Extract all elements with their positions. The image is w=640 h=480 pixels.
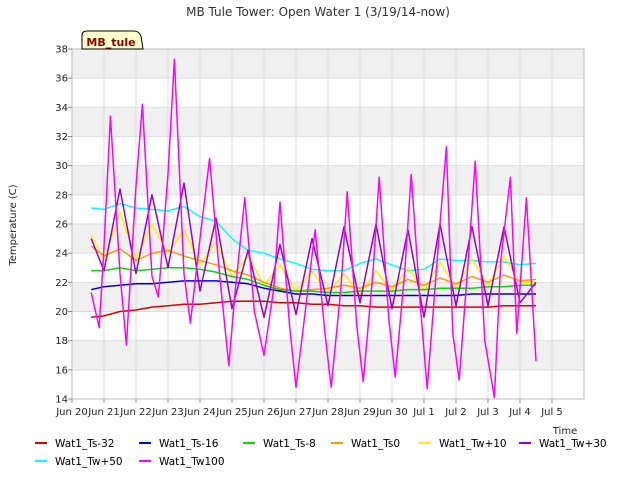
- y-tick-label: 38: [55, 45, 68, 56]
- x-tick-label: Jul 3: [476, 407, 499, 418]
- legend-label: Wat1_Tw+10: [439, 438, 507, 450]
- legend-item: Wat1_Ts-8: [243, 438, 316, 450]
- x-tick-label: Jul 4: [508, 407, 531, 418]
- series-line-wat1-ts-32: [91, 300, 536, 319]
- x-tick-label: Jun 30: [375, 407, 408, 418]
- grid-lines: [71, 48, 584, 400]
- legend-item: Wat1_Tw+30: [519, 438, 607, 450]
- legend-label: Wat1_Tw100: [159, 456, 225, 468]
- x-tick-label: Jul 5: [540, 407, 563, 418]
- series-lines: [90, 58, 537, 399]
- x-tick-label: Jun 24: [183, 407, 216, 418]
- y-tick-label: 34: [55, 103, 68, 114]
- x-tick-label: Jun 26: [247, 407, 280, 418]
- y-tick-label: 18: [55, 336, 68, 347]
- y-tick-label: 20: [55, 307, 68, 318]
- legend-item: Wat1_Ts0: [331, 438, 400, 450]
- x-axis-label: Time: [552, 426, 577, 437]
- y-tick-label: 16: [55, 365, 68, 376]
- legend-item: Wat1_Tw+50: [35, 456, 123, 468]
- y-tick-label: 28: [55, 190, 68, 201]
- x-tick-label: Jul 1: [412, 407, 435, 418]
- legend-label: Wat1_Ts-32: [55, 438, 115, 450]
- legend-label: Wat1_Ts-16: [159, 438, 219, 450]
- legend-item: Wat1_Tw+10: [419, 438, 507, 450]
- chart-title: MB Tule Tower: Open Water 1 (3/19/14-now…: [186, 5, 450, 19]
- x-tick-label: Jun 29: [343, 407, 376, 418]
- x-axis-ticks: Jun 20 Jun 21 Jun 22 Jun 23 Jun 24 Jun 25 Jun …: [55, 399, 563, 418]
- legend-item: Wat1_Tw100: [139, 456, 225, 468]
- legend: Wat1_Ts-32 Wat1_Ts-16 Wat1_Ts-8 Wat1_Ts0 Wat…: [35, 438, 607, 468]
- legend-item: Wat1_Ts-16: [139, 438, 219, 450]
- series-line-wat1-ts-16: [91, 280, 536, 297]
- legend-label: Wat1_Tw+30: [539, 438, 607, 450]
- x-tick-label: Jun 28: [311, 407, 344, 418]
- y-axis-label: Temperature (C): [8, 184, 19, 266]
- x-tick-label: Jul 2: [444, 407, 467, 418]
- legend-label: Wat1_Ts-8: [263, 438, 316, 450]
- y-tick-label: 14: [55, 395, 68, 406]
- station-badge-shape: [81, 30, 144, 50]
- x-tick-label: Jun 22: [119, 407, 152, 418]
- legend-label: Wat1_Tw+50: [55, 456, 123, 468]
- x-tick-label: Jun 21: [87, 407, 120, 418]
- series-line-wat1-tw-50: [91, 202, 537, 272]
- legend-item: Wat1_Ts-32: [35, 438, 115, 450]
- x-tick-label: Jun 25: [215, 407, 248, 418]
- y-tick-label: 30: [55, 161, 68, 172]
- x-tick-label: Jun 27: [279, 407, 312, 418]
- y-tick-label: 36: [55, 74, 68, 85]
- series-line-wat1-ts-8: [91, 267, 536, 294]
- y-tick-label: 32: [55, 132, 68, 143]
- legend-label: Wat1_Ts0: [351, 438, 400, 450]
- y-tick-label: 22: [55, 278, 68, 289]
- y-axis-ticks: 14 16 18 20 22 24 26 28 30 32 34 36 38: [55, 45, 72, 406]
- x-tick-label: Jun 23: [151, 407, 184, 418]
- y-tick-label: 24: [55, 249, 68, 260]
- station-badge-label: MB_tule: [86, 36, 135, 49]
- x-tick-label: Jun 20: [55, 407, 88, 418]
- series-line-wat1-tw100: [90, 58, 537, 399]
- station-badge: MB_tule: [81, 30, 144, 50]
- y-tick-label: 26: [55, 220, 68, 231]
